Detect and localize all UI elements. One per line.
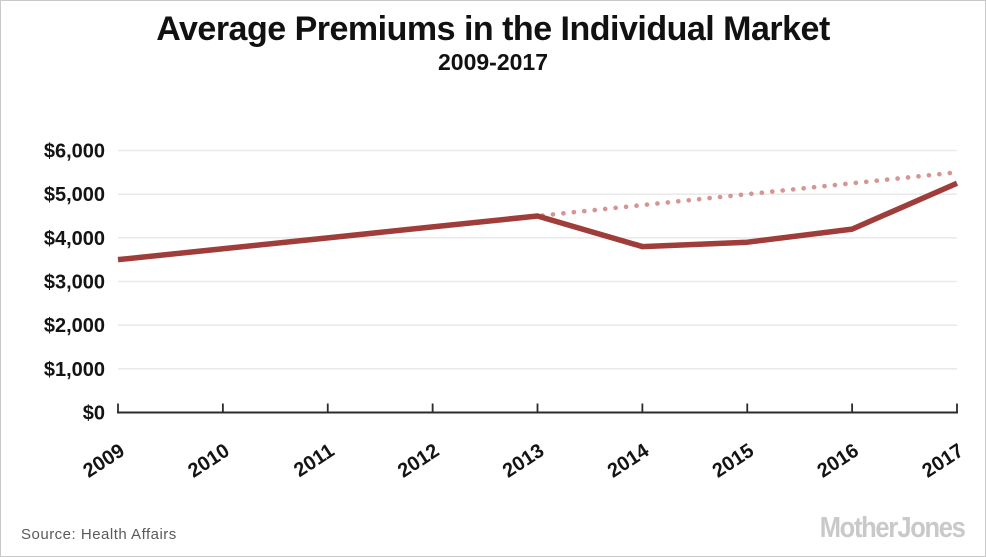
y-tick-label: $5,000 [44, 184, 105, 206]
y-tick-label: $2,000 [44, 315, 105, 337]
x-tick-label: 2013 [499, 440, 548, 483]
source-credit: Source: Health Affairs [21, 526, 177, 543]
mother-jones-logo: Mother Jones [820, 512, 966, 544]
series-dotted-projection-line [535, 170, 960, 219]
x-tick-label: 2014 [604, 439, 654, 482]
x-tick-label: 2017 [918, 440, 967, 483]
x-tick-label: 2011 [290, 440, 338, 482]
chart-header: Average Premiums in the Individual Marke… [1, 9, 985, 76]
chart-subtitle: 2009-2017 [438, 49, 548, 75]
x-tick-label: 2016 [814, 440, 863, 483]
y-tick-label: $6,000 [44, 141, 105, 163]
y-tick-label: $1,000 [44, 359, 105, 381]
x-tick-label: 2010 [184, 440, 233, 483]
y-tick-label: $0 [83, 403, 105, 425]
series-solid-actual-line [117, 180, 959, 263]
x-tick-label: 2012 [394, 440, 443, 483]
y-tick-label: $4,000 [44, 228, 105, 250]
x-tick-label: 2015 [709, 440, 758, 483]
chart-title: Average Premiums in the Individual Marke… [156, 10, 830, 48]
x-tick-label: 2009 [79, 440, 128, 483]
y-tick-label: $3,000 [44, 272, 105, 294]
